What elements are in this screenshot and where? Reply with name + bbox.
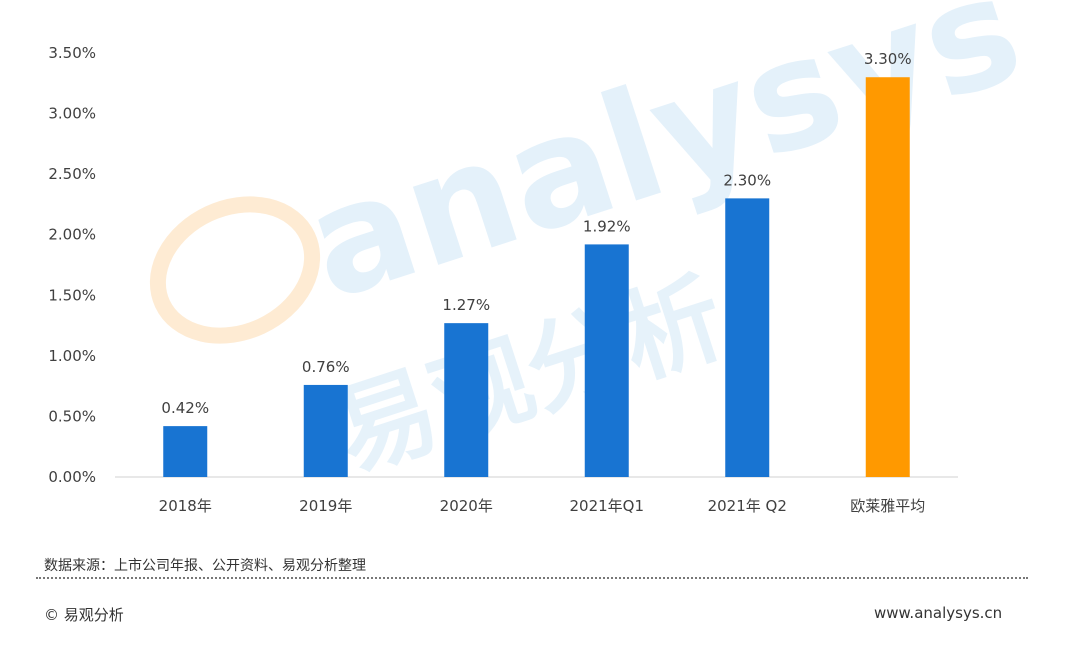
y-axis: 0.00% 0.50% 1.00% 1.50% 2.00% 2.50% 3.00% 3.50%	[48, 44, 96, 486]
x-tick-label: 欧莱雅平均	[850, 497, 925, 515]
x-axis: 2018年 2019年 2020年 2021年Q1 2021年 Q2 欧莱雅平均	[159, 497, 926, 515]
bar	[303, 384, 348, 477]
bar	[865, 77, 910, 477]
bar-chart: analysys 易观分析 0.00%0.50%1.00%1.50%2.00%2…	[48, 0, 1040, 515]
bar	[444, 323, 489, 477]
bar	[163, 426, 208, 477]
y-tick-label: 2.50%	[48, 165, 96, 183]
bar	[584, 244, 629, 477]
bars-group: 0.42% 0.76% 1.27% 1.92% 2.30% 3.30%	[161, 50, 912, 477]
y-tick-label: 2.00%	[48, 226, 96, 244]
y-tick-label: 3.50%	[48, 44, 96, 62]
x-tick-label: 2020年	[440, 497, 493, 515]
data-label: 0.76%	[302, 358, 350, 376]
x-tick-label: 2021年Q1	[569, 497, 644, 515]
bar	[725, 198, 770, 477]
y-tick-label: 0.00%	[48, 468, 96, 486]
y-tick-label: 1.50%	[48, 286, 96, 304]
y-tick-label: 1.00%	[48, 347, 96, 365]
data-source-note: 数据来源：上市公司年报、公开资料、易观分析整理	[44, 558, 366, 574]
x-tick-label: 2019年	[299, 497, 352, 515]
x-tick-label: 2018年	[159, 497, 212, 515]
website-link[interactable]: www.analysys.cn	[874, 604, 1003, 622]
data-label: 1.92%	[583, 217, 631, 235]
copyright-text: © 易观分析	[44, 606, 124, 624]
y-tick-label: 0.50%	[48, 407, 96, 425]
y-tick-label: 3.00%	[48, 105, 96, 123]
x-tick-label: 2021年 Q2	[708, 497, 787, 515]
data-label: 2.30%	[723, 171, 771, 189]
data-label: 0.42%	[161, 399, 209, 417]
footer-divider	[36, 577, 1028, 579]
data-label: 1.27%	[442, 296, 490, 314]
data-label: 3.30%	[864, 50, 912, 68]
